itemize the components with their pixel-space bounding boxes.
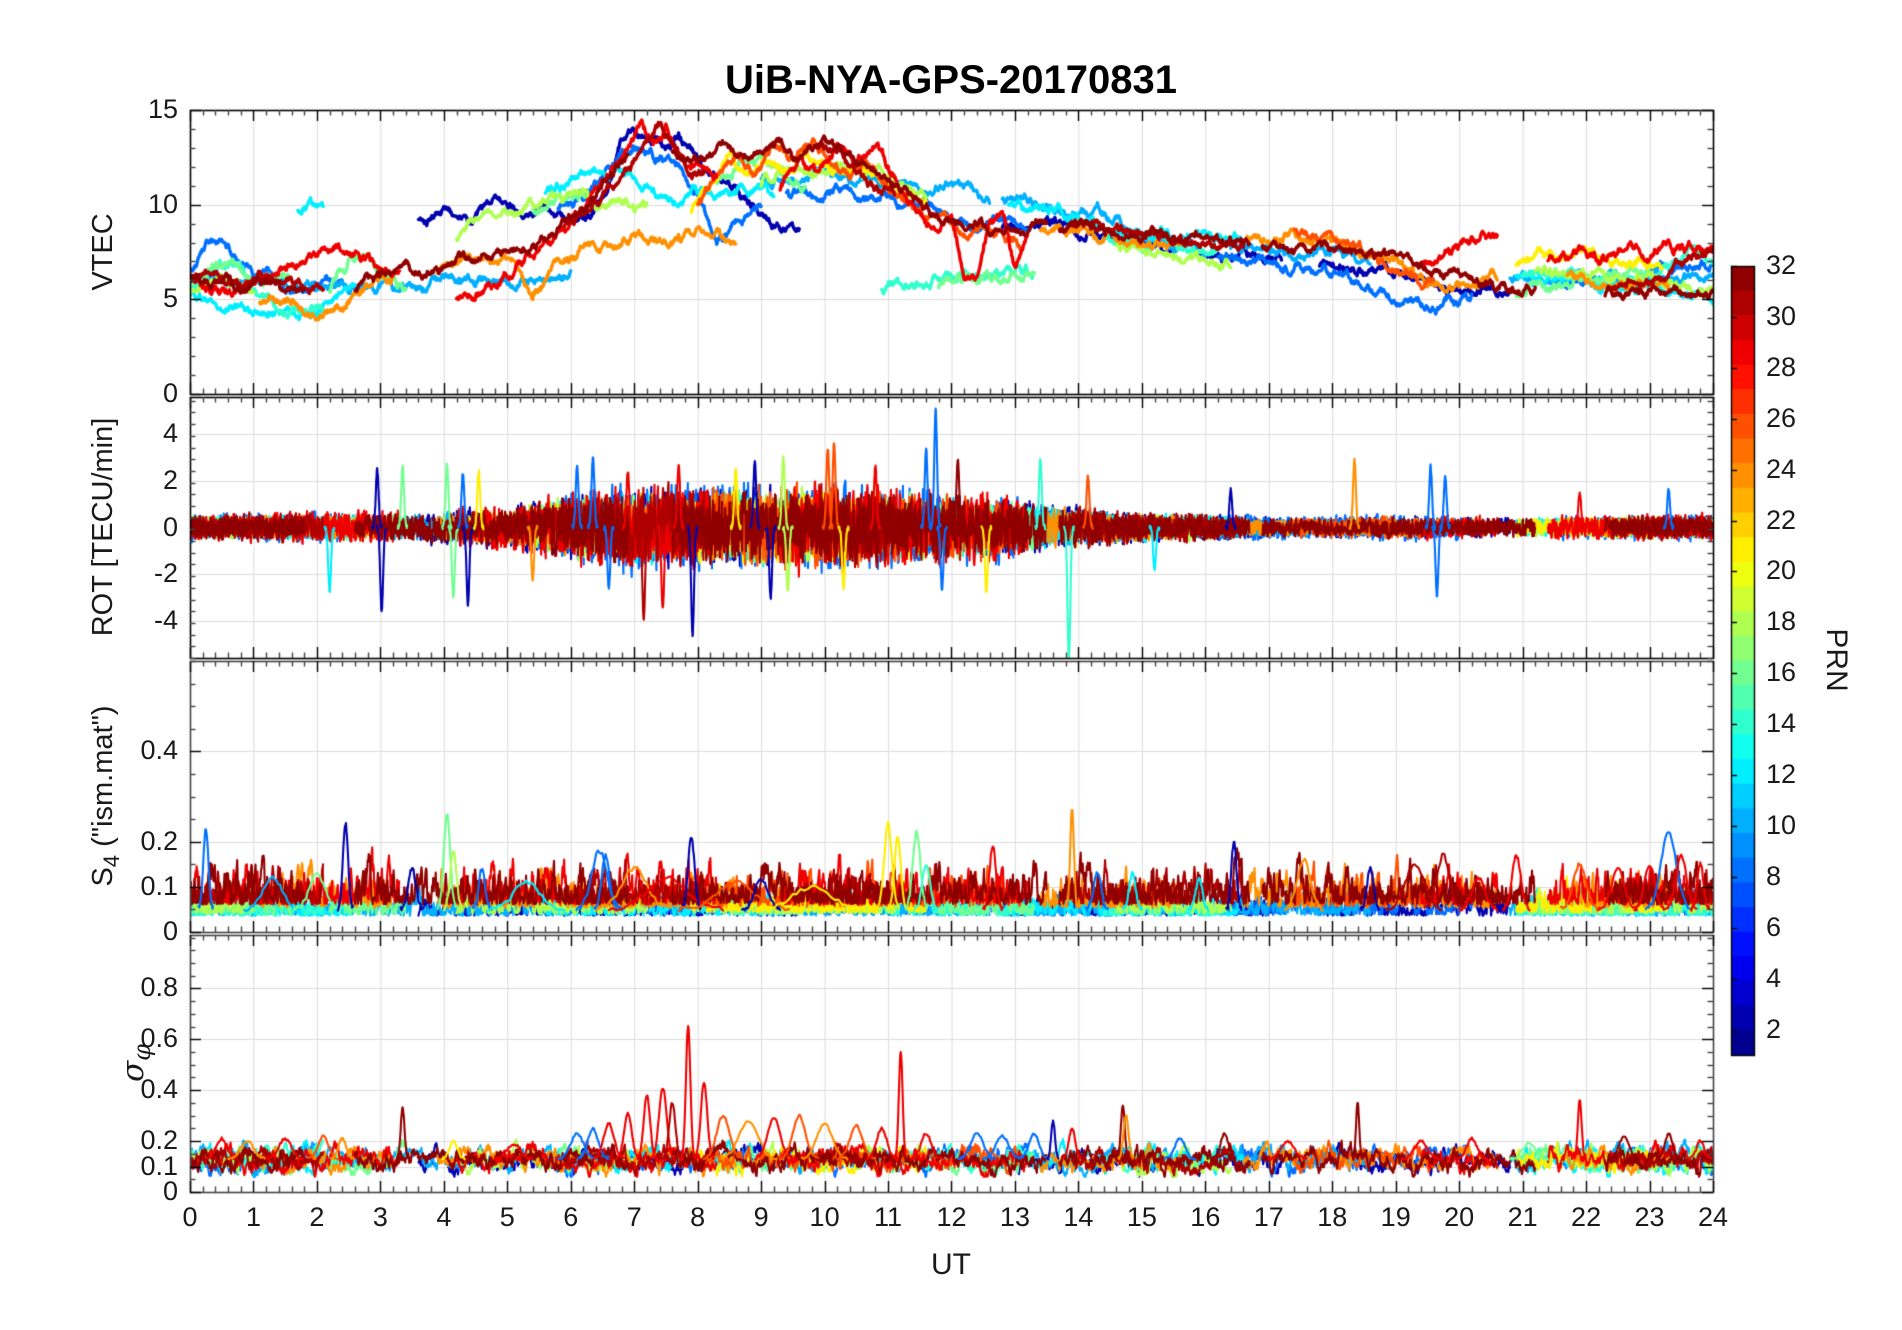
colorbar-label: PRN — [1820, 628, 1853, 692]
y-tick-label: 0.1 — [140, 1150, 178, 1181]
y-tick-label: 0.6 — [140, 1023, 178, 1054]
y-tick-label: 0.1 — [140, 870, 178, 901]
colorbar-tick-label: 32 — [1766, 250, 1797, 280]
colorbar-tick-label: 4 — [1766, 962, 1782, 993]
x-tick-label: 22 — [1571, 1202, 1602, 1232]
chart-title: UiB-NYA-GPS-20170831 — [724, 58, 1178, 102]
y-tick-label: 0 — [162, 916, 178, 946]
colorbar-tick-label: 12 — [1766, 759, 1797, 790]
x-tick-label: 8 — [690, 1202, 706, 1232]
x-tick-label: 0 — [182, 1202, 198, 1232]
xlabel-ut: UT — [931, 1248, 971, 1281]
y-tick-label: 5 — [162, 283, 178, 314]
colorbar-tick-label: 28 — [1766, 351, 1797, 382]
y-tick-label: 0.2 — [140, 1125, 178, 1156]
colorbar-tick-label: 6 — [1766, 911, 1782, 942]
y-tick-label: 2 — [162, 464, 178, 495]
x-tick-label: 15 — [1126, 1202, 1157, 1232]
x-tick-label: 16 — [1190, 1202, 1221, 1232]
y-tick-label: 10 — [147, 188, 178, 219]
colorbar-tick-label: 2 — [1766, 1013, 1782, 1044]
x-tick-label: 10 — [809, 1202, 840, 1232]
y-tick-label: 0.2 — [140, 825, 178, 856]
x-tick-label: 5 — [499, 1202, 515, 1232]
y-tick-label: 0 — [162, 1176, 178, 1206]
y-tick-label: 15 — [147, 94, 178, 124]
x-tick-label: 17 — [1253, 1202, 1284, 1232]
y-tick-label: 4 — [162, 417, 178, 448]
y-tick-label: 0 — [162, 511, 178, 542]
colorbar-tick-label: 20 — [1766, 555, 1797, 586]
x-tick-label: 6 — [563, 1202, 579, 1232]
x-tick-label: 2 — [309, 1202, 325, 1232]
y-tick-label: 0.8 — [140, 972, 178, 1003]
colorbar-tick-label: 8 — [1766, 860, 1782, 891]
y-tick-label: 0.4 — [140, 1074, 178, 1105]
colorbar-tick-label: 26 — [1766, 402, 1797, 433]
x-tick-label: 9 — [753, 1202, 769, 1232]
x-tick-label: 11 — [874, 1202, 903, 1232]
x-tick-label: 13 — [999, 1202, 1030, 1232]
y-tick-label: -4 — [153, 605, 178, 636]
y-tick-label: 0 — [162, 378, 178, 408]
x-tick-label: 12 — [936, 1202, 967, 1232]
x-tick-label: 23 — [1634, 1202, 1665, 1232]
x-tick-label: 3 — [372, 1202, 388, 1232]
x-tick-label: 21 — [1507, 1202, 1538, 1232]
y-tick-label: -2 — [153, 558, 178, 589]
colorbar-tick-label: 14 — [1766, 708, 1797, 739]
y-tick-label: 0.4 — [140, 735, 178, 766]
colorbar-tick-label: 30 — [1766, 300, 1797, 331]
colorbar-tick-label: 18 — [1766, 606, 1797, 637]
x-tick-label: 7 — [626, 1202, 642, 1232]
x-tick-label: 14 — [1063, 1202, 1094, 1232]
colorbar-tick-label: 16 — [1766, 657, 1797, 688]
x-tick-label: 4 — [436, 1202, 452, 1232]
colorbar-tick-label: 24 — [1766, 453, 1797, 484]
x-tick-label: 18 — [1317, 1202, 1348, 1232]
colorbar-tick-label: 10 — [1766, 809, 1797, 840]
x-tick-label: 20 — [1444, 1202, 1475, 1232]
x-tick-label: 24 — [1697, 1202, 1729, 1232]
colorbar-tick-label: 22 — [1766, 504, 1797, 535]
x-tick-label: 19 — [1380, 1202, 1411, 1232]
x-tick-label: 1 — [245, 1202, 261, 1232]
